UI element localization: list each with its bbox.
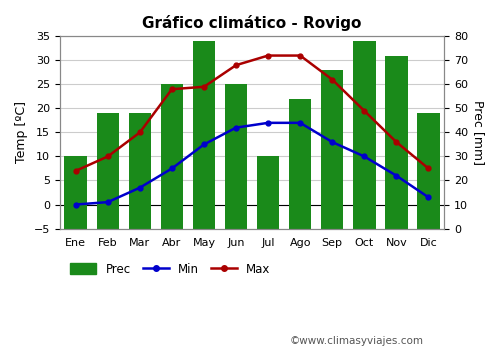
- Y-axis label: Temp [ºC]: Temp [ºC]: [15, 102, 28, 163]
- Bar: [128, 113, 151, 229]
- Bar: [321, 70, 344, 229]
- Text: ©www.climasyviajes.com: ©www.climasyviajes.com: [290, 336, 424, 346]
- Bar: [225, 84, 248, 229]
- Title: Gráfico climático - Rovigo: Gráfico climático - Rovigo: [142, 15, 362, 31]
- Bar: [417, 113, 440, 229]
- Bar: [64, 156, 87, 229]
- Bar: [192, 41, 215, 229]
- Legend: Prec, Min, Max: Prec, Min, Max: [66, 258, 276, 280]
- Bar: [385, 56, 407, 229]
- Bar: [257, 156, 280, 229]
- Y-axis label: Prec [mm]: Prec [mm]: [472, 100, 485, 165]
- Bar: [96, 113, 119, 229]
- Bar: [353, 41, 376, 229]
- Bar: [289, 99, 312, 229]
- Bar: [160, 84, 183, 229]
